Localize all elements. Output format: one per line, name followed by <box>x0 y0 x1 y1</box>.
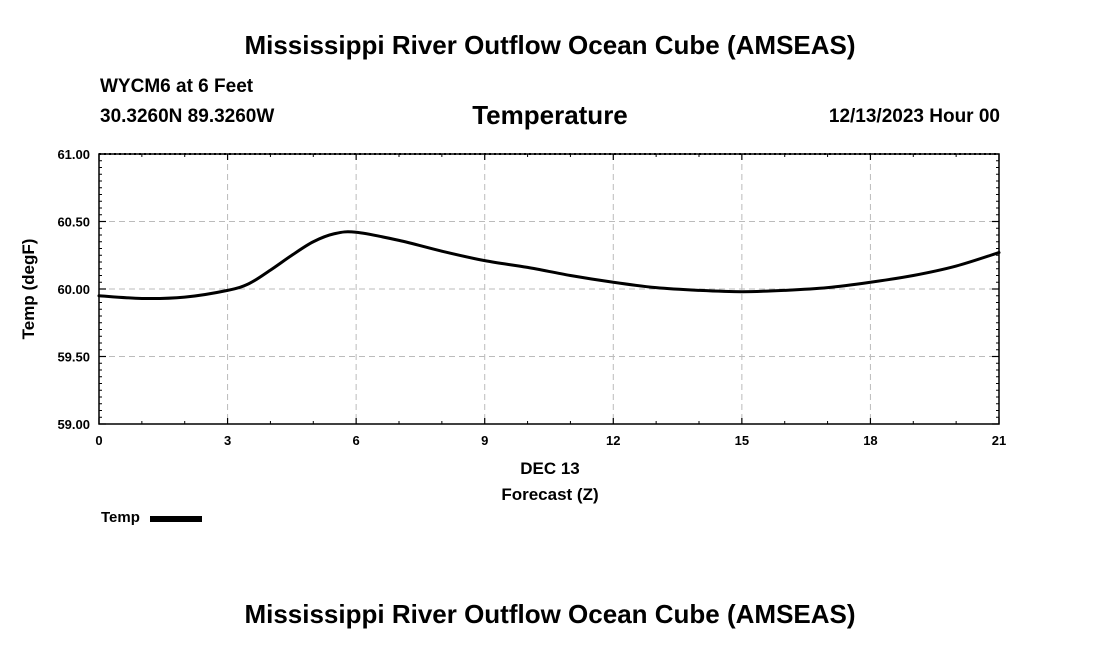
y-tick-label: 59.00 <box>57 417 90 432</box>
x-axis-date-label: DEC 13 <box>520 459 580 478</box>
chart-footer-title: Mississippi River Outflow Ocean Cube (AM… <box>244 599 856 629</box>
station-coordinates: 30.3260N 89.3260W <box>100 106 275 127</box>
tick-labels: 0 3 6 9 12 15 18 21 59.00 59.50 60.00 60.50 61.00 <box>57 147 1006 448</box>
x-tick-label: 21 <box>992 433 1006 448</box>
x-tick-label: 3 <box>224 433 231 448</box>
x-tick-label: 0 <box>95 433 102 448</box>
temp-series-line <box>97 230 1001 301</box>
x-tick-label: 12 <box>606 433 620 448</box>
x-tick-label: 15 <box>735 433 749 448</box>
variable-title: Temperature <box>472 100 628 130</box>
chart-main-title: Mississippi River Outflow Ocean Cube (AM… <box>244 30 856 60</box>
y-tick-label: 61.00 <box>57 147 90 162</box>
y-tick-label: 59.50 <box>57 350 90 365</box>
x-axis-label: Forecast (Z) <box>501 485 598 504</box>
x-tick-label: 18 <box>863 433 877 448</box>
plot-frame <box>98 153 1000 425</box>
y-axis-label: Temp (degF) <box>19 239 38 340</box>
grid-lines <box>99 154 999 424</box>
y-tick-label: 60.50 <box>57 215 90 230</box>
station-label: WYCM6 at 6 Feet <box>100 76 254 97</box>
forecast-datetime: 12/13/2023 Hour 00 <box>828 106 1000 127</box>
legend: Temp <box>101 509 202 526</box>
x-tick-label: 9 <box>481 433 488 448</box>
x-tick-label: 6 <box>353 433 360 448</box>
legend-line-swatch <box>149 516 202 522</box>
y-tick-label: 60.00 <box>57 282 90 297</box>
legend-label: Temp <box>101 509 140 526</box>
